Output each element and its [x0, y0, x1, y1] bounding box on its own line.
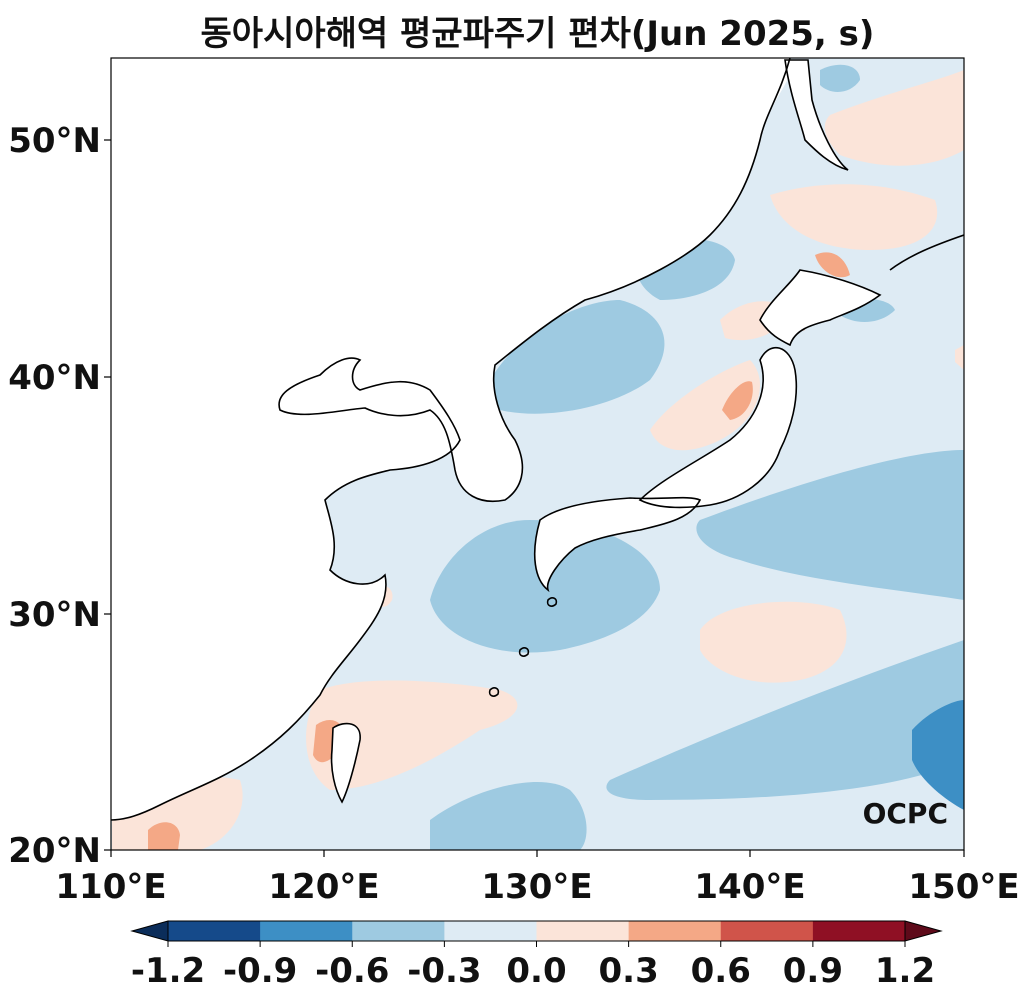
- lat-tick-50: 50°N: [8, 121, 101, 161]
- colorbar-under-arrow: [130, 920, 169, 942]
- colorbar-tick-label: 0.9: [783, 951, 843, 991]
- colorbar-tick-label: 0.3: [599, 951, 659, 991]
- colorbar-segment: [352, 921, 445, 941]
- colorbar-over-arrow: [904, 920, 943, 942]
- lon-tick-130: 130°E: [481, 867, 592, 907]
- lon-tick-150: 150°E: [908, 867, 1019, 907]
- ocpc-watermark: OCPC: [863, 797, 948, 830]
- colorbar-tick-label: -1.2: [131, 951, 205, 991]
- colorbar-segment: [260, 921, 353, 941]
- lat-tick-40: 40°N: [8, 358, 101, 398]
- colorbar-segment: [168, 921, 261, 941]
- colorbar-tick-label: 0.0: [506, 951, 566, 991]
- lon-tick-110: 110°E: [55, 867, 166, 907]
- colorbar-segment: [720, 921, 814, 941]
- lat-tick-20: 20°N: [8, 831, 101, 871]
- lon-tick-120: 120°E: [268, 867, 379, 907]
- colorbar-tick-label: 0.6: [691, 951, 751, 991]
- tick-marks: [104, 139, 965, 857]
- map-title: 동아시아해역 평균파주기 편차(Jun 2025, s): [200, 14, 875, 54]
- lat-tick-30: 30°N: [8, 595, 101, 635]
- colorbar-tick-label: -0.9: [223, 951, 297, 991]
- colorbar-tick-label: -0.6: [315, 951, 389, 991]
- colorbar-segment: [812, 921, 906, 941]
- colorbar-segment: [536, 921, 630, 941]
- lon-tick-140: 140°E: [694, 867, 805, 907]
- colorbar-segment: [628, 921, 722, 941]
- coastline: [111, 58, 964, 821]
- colorbar-segment: [444, 921, 537, 941]
- colorbar: -1.2 -0.9 -0.6 -0.3 0.0 0.3 0.6 0.9 1.2: [130, 920, 943, 991]
- anomaly-field: [111, 58, 964, 850]
- colorbar-tick-label: -0.3: [407, 951, 481, 991]
- colorbar-tick-label: 1.2: [875, 951, 935, 991]
